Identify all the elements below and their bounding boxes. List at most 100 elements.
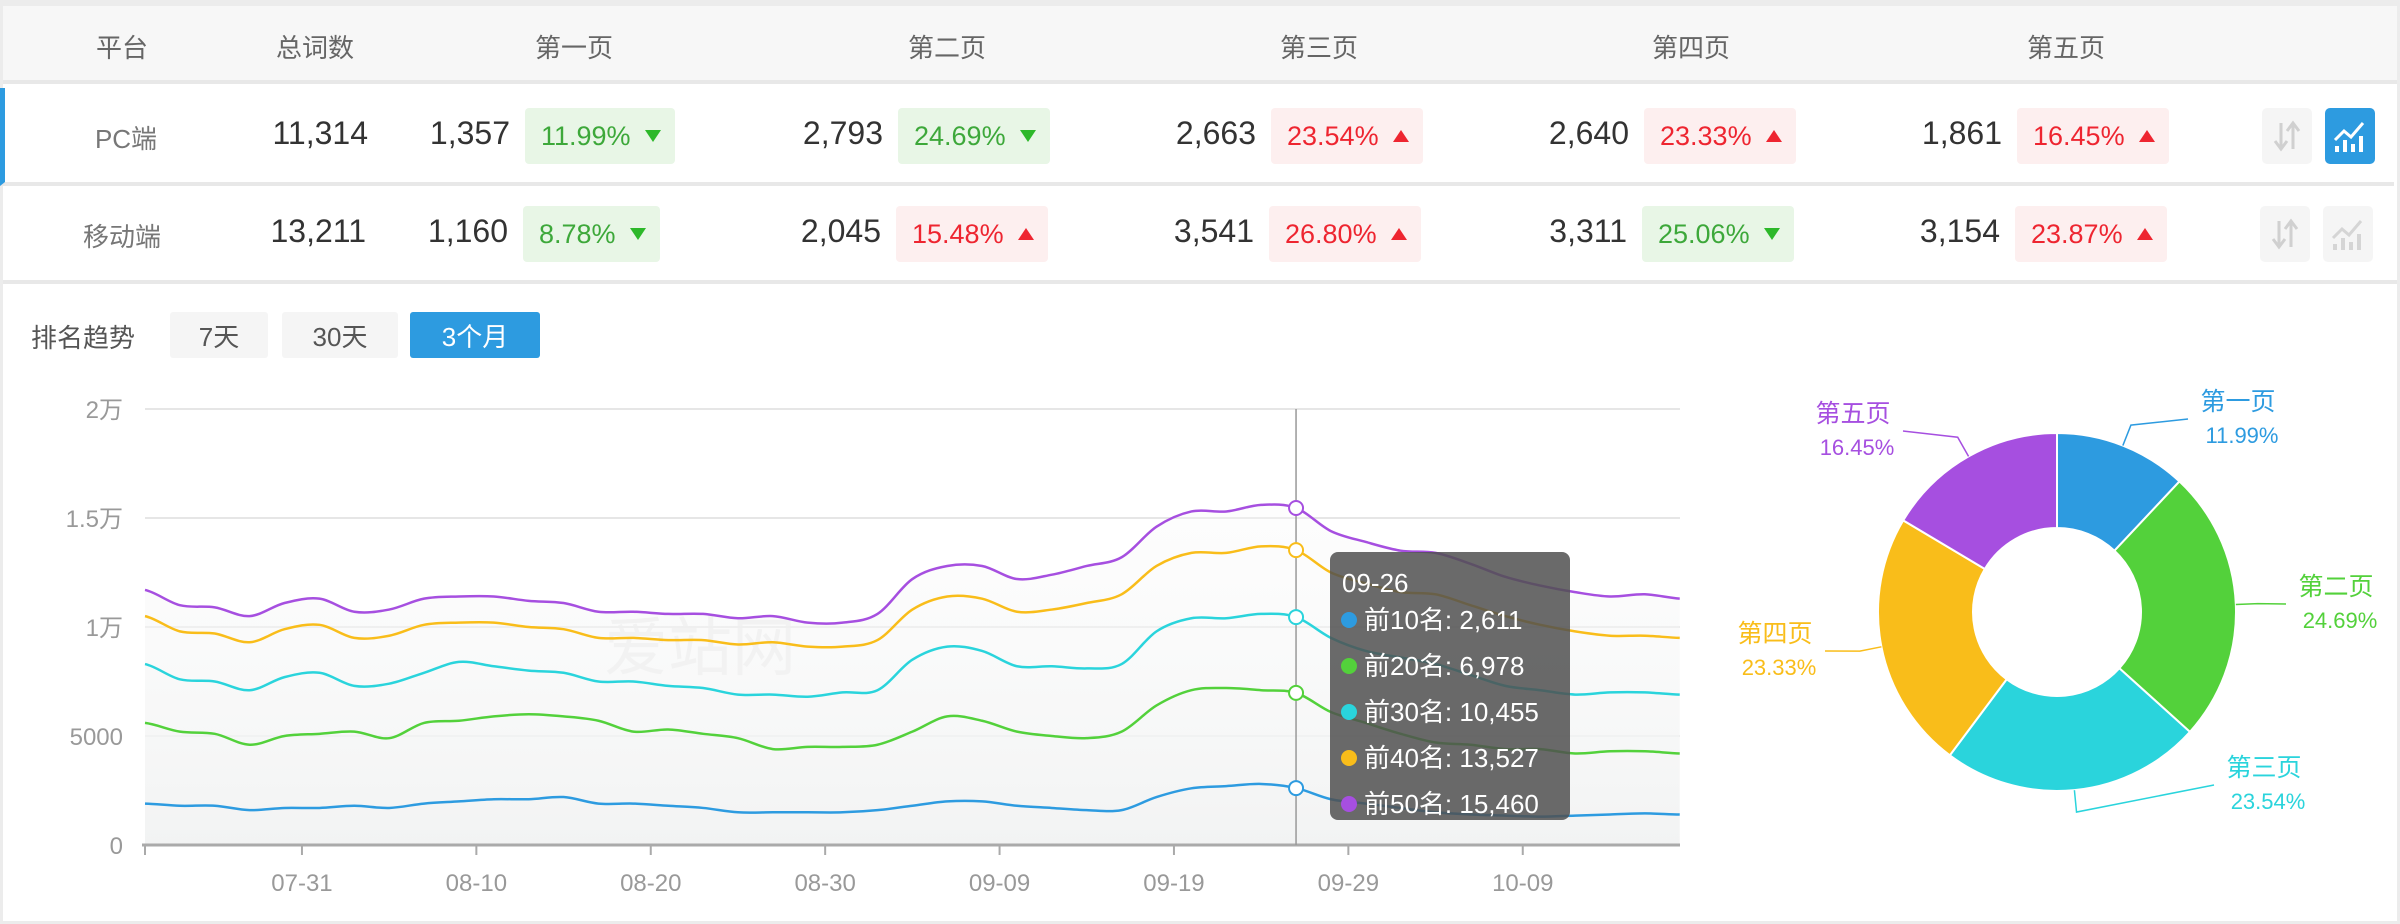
pie-label: 第三页	[2226, 754, 2301, 782]
page-share-pct: 25.06%	[1658, 218, 1750, 249]
page-count: 1,357	[429, 115, 510, 151]
sort-button[interactable]	[2262, 108, 2312, 164]
page-distribution-donut[interactable]: 第一页 11.99% 第二页 24.69% 第三页 23.54% 第四页 23.33% 第五页 1…	[1720, 380, 2400, 924]
page-count: 2,663	[1175, 115, 1256, 151]
tooltip-date: 09-26	[1342, 568, 1409, 598]
page-share-pct: 16.45%	[2033, 120, 2125, 151]
tooltip-marker	[1341, 612, 1357, 628]
page-share-badge: 26.80%	[1269, 206, 1421, 262]
x-tick-label: 09-09	[969, 870, 1030, 897]
tooltip-marker	[1341, 704, 1357, 720]
total-count: 13,211	[270, 213, 367, 249]
arrow-up-icon	[1765, 130, 1782, 142]
pie-label: 第一页	[2200, 388, 2275, 416]
trend-chart-button[interactable]	[2325, 108, 2375, 164]
page-share-pct: 11.99%	[541, 120, 631, 151]
pie-slice-3	[1948, 666, 2192, 792]
header-page5: 第五页	[2026, 33, 2106, 63]
x-tick-label: 09-19	[1143, 870, 1204, 897]
page-share-badge: 8.78%	[523, 206, 660, 262]
range-30d-button[interactable]: 30天	[282, 312, 398, 358]
tooltip-marker	[1341, 658, 1357, 674]
tooltip-item: 前40名: 13,527	[1364, 743, 1539, 773]
series-point-5	[1288, 499, 1305, 516]
y-tick-label: 1.5万	[66, 506, 123, 533]
page-count: 3,154	[1919, 213, 2000, 249]
x-tick-label: 10-09	[1492, 870, 1553, 897]
trend-chart-icon	[2333, 122, 2365, 152]
trend-chart-button[interactable]	[2323, 206, 2373, 262]
trend-chart-icon	[2331, 220, 2363, 250]
tooltip-item: 前20名: 6,978	[1364, 651, 1524, 681]
arrow-down-icon	[629, 228, 646, 240]
series-point-2	[1288, 684, 1305, 701]
table-row: PC端 11,314 1,357 11.99% 2,793 24.69% 2,663 …	[0, 88, 2394, 186]
trend-line-chart[interactable]: 爱站网050001万1.5万2万07-3108-1008-2008-3009-0…	[0, 380, 1720, 924]
page-share-badge: 11.99%	[525, 108, 675, 164]
page-share-badge: 15.48%	[896, 206, 1048, 262]
series-point-3	[1288, 609, 1305, 626]
page-count: 2,640	[1548, 115, 1629, 151]
x-tick-label: 08-10	[446, 870, 507, 897]
arrow-down-icon	[1019, 130, 1036, 142]
page-count: 2,793	[802, 115, 883, 151]
arrow-down-icon	[644, 130, 661, 142]
sort-button[interactable]	[2260, 206, 2310, 262]
page-share-pct: 15.48%	[912, 218, 1004, 249]
tooltip-marker	[1341, 750, 1357, 766]
header-page1: 第一页	[534, 33, 614, 63]
range-3m-button[interactable]: 3个月	[410, 312, 540, 358]
sort-icon	[2271, 218, 2299, 250]
page-share-pct: 26.80%	[1285, 218, 1377, 249]
page-count: 2,045	[800, 213, 881, 249]
tooltip-item: 前50名: 15,460	[1364, 789, 1539, 819]
page-share-pct: 23.33%	[1660, 120, 1752, 151]
pie-pct-label: 23.33%	[1742, 655, 1817, 680]
pie-pct-label: 16.45%	[1820, 435, 1895, 460]
header-page2: 第二页	[907, 33, 987, 63]
header-total: 总词数	[275, 33, 355, 63]
total-count: 11,314	[272, 115, 369, 151]
x-tick-label: 07-31	[271, 870, 332, 897]
tooltip-box	[1330, 552, 1570, 820]
platform-name: 移动端	[82, 222, 162, 252]
x-tick-label: 08-20	[620, 870, 681, 897]
table-header: 平台 总词数 第一页 第二页 第三页 第四页 第五页	[3, 6, 2397, 84]
series-line-5	[144, 503, 1680, 625]
page-share-pct: 8.78%	[539, 218, 616, 249]
series-point-4	[1288, 542, 1305, 559]
arrow-up-icon	[1017, 228, 1034, 240]
page-share-badge: 23.54%	[1271, 108, 1423, 164]
page-share-pct: 23.87%	[2031, 218, 2123, 249]
page-count: 3,311	[1549, 213, 1627, 249]
y-tick-label: 2万	[86, 397, 123, 424]
pie-pct-label: 23.54%	[2231, 789, 2306, 814]
x-tick-label: 08-30	[794, 870, 855, 897]
page-count: 1,160	[427, 213, 508, 249]
trend-label: 排名趋势	[31, 323, 136, 353]
pie-leader-line	[2122, 418, 2189, 446]
page-share-badge: 16.45%	[2017, 108, 2169, 164]
pie-label: 第五页	[1815, 400, 1890, 428]
pie-leader-line	[1902, 430, 1970, 457]
header-page3: 第三页	[1279, 33, 1359, 63]
y-tick-label: 0	[110, 833, 123, 860]
platform-name: PC端	[94, 124, 158, 154]
page-share-pct: 23.54%	[1287, 120, 1379, 151]
pie-slice-5	[1901, 431, 2058, 571]
range-7d-button[interactable]: 7天	[170, 312, 268, 358]
arrow-down-icon	[1763, 228, 1780, 240]
pie-pct-label: 24.69%	[2303, 608, 2378, 633]
page-share-badge: 23.33%	[1644, 108, 1796, 164]
tooltip-item: 前30名: 10,455	[1364, 697, 1539, 727]
tooltip-marker	[1341, 796, 1357, 812]
y-tick-label: 1万	[86, 615, 123, 642]
page-share-badge: 24.69%	[898, 108, 1050, 164]
page-share-badge: 23.87%	[2015, 206, 2167, 262]
pie-slice-4	[1877, 519, 2009, 757]
pie-leader-line	[2235, 602, 2287, 606]
pie-slice-2	[2113, 480, 2237, 734]
pie-leader-line	[1824, 646, 1882, 652]
pie-leader-line	[2073, 784, 2215, 813]
